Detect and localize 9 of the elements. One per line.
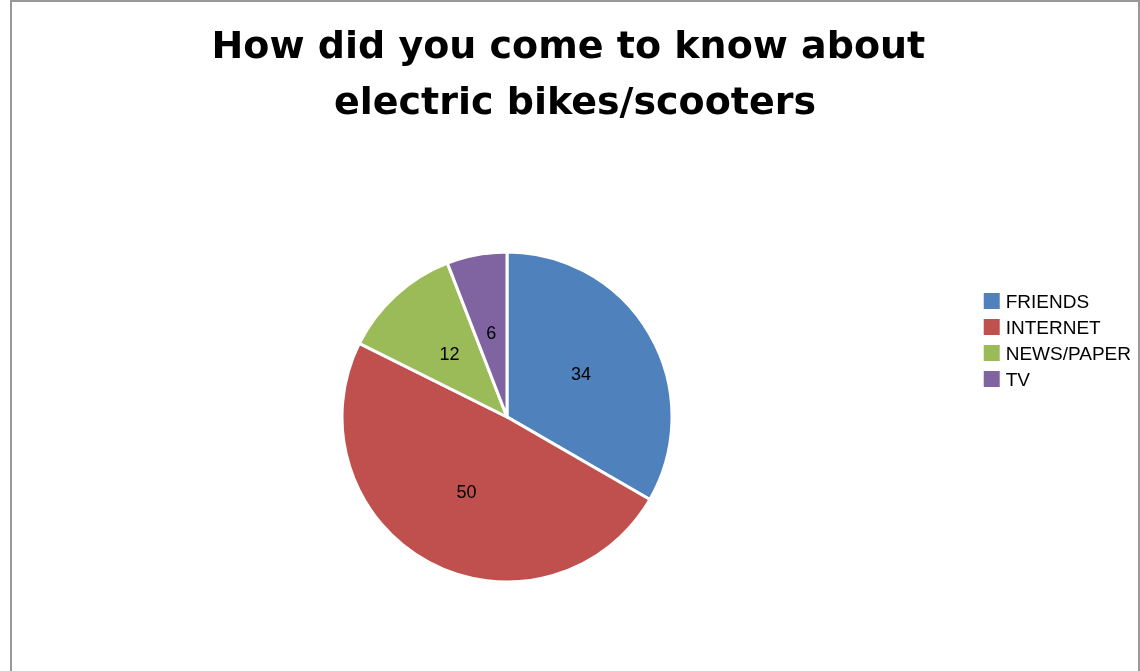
data-label: 50 (456, 482, 477, 503)
legend-label: FRIENDS (1005, 290, 1090, 312)
legend-label: NEWS/PAPER (1005, 342, 1131, 364)
chart-title: How did you come to know about electric bikes/scooters (211, 23, 939, 123)
legend-label: INTERNET (1005, 316, 1102, 338)
data-label: 34 (571, 364, 592, 385)
data-label: 6 (486, 322, 497, 343)
legend-label: TV (1005, 368, 1031, 390)
data-label: 12 (439, 343, 460, 364)
